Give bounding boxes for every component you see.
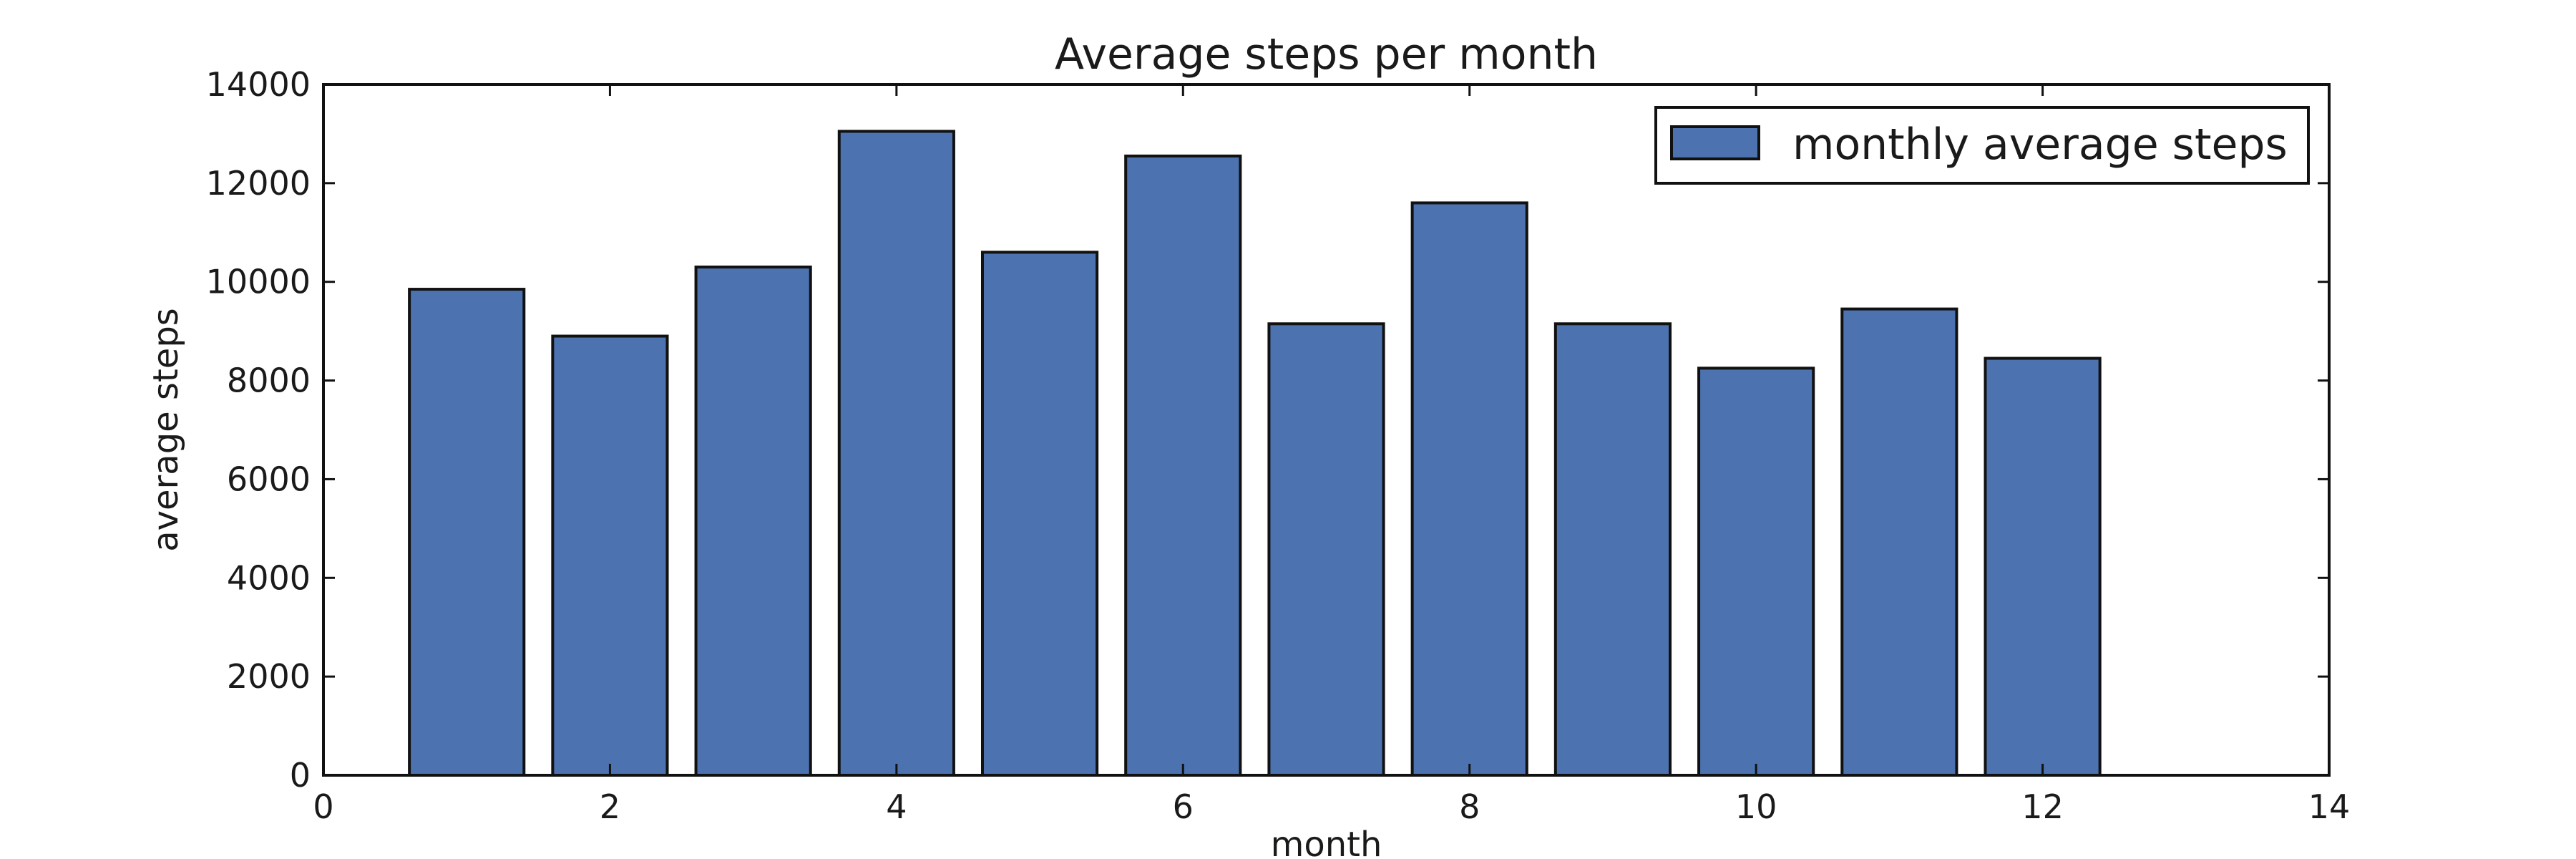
x-tick-label: 12 <box>2021 787 2064 826</box>
x-tick-label: 0 <box>313 787 333 826</box>
legend-box <box>1654 106 2310 185</box>
bar <box>980 251 1099 777</box>
bar <box>1267 322 1385 777</box>
y-tick-label: 8000 <box>227 361 311 400</box>
bar <box>551 334 669 777</box>
y-tick-label: 0 <box>290 756 311 795</box>
bar <box>1410 201 1528 777</box>
x-tick-label: 8 <box>1459 787 1480 826</box>
legend: monthly average steps <box>1654 106 2310 185</box>
x-tick-label: 14 <box>2308 787 2351 826</box>
y-axis-label: average steps <box>146 308 186 552</box>
plot-frame <box>322 83 2331 777</box>
y-tick-label: 6000 <box>227 460 311 498</box>
bar <box>1840 307 1958 777</box>
ticks-group: 0 2 4 6 8 10 12 14 0 2000 4000 6000 8000 10000 12000 14… <box>206 65 2351 826</box>
bar <box>1984 356 2102 777</box>
chart-title: Average steps per month <box>1055 29 1598 79</box>
x-axis-label: month <box>1271 825 1382 859</box>
y-tick-label: 12000 <box>206 164 311 203</box>
y-tick-label: 14000 <box>206 65 311 104</box>
y-tick-label: 2000 <box>227 657 311 696</box>
y-tick-label: 10000 <box>206 263 311 301</box>
x-tick-label: 2 <box>600 787 620 826</box>
bars-group <box>408 130 2102 777</box>
bar <box>837 130 955 777</box>
bar <box>694 266 812 777</box>
legend-label: monthly average steps <box>1792 120 2288 170</box>
bar <box>1697 367 1815 777</box>
x-tick-label: 6 <box>1173 787 1194 826</box>
bar <box>408 288 526 777</box>
bar <box>1124 154 1242 777</box>
x-tick-label: 10 <box>1735 787 1777 826</box>
legend-swatch <box>1670 125 1760 160</box>
x-tick-label: 4 <box>886 787 907 826</box>
bar <box>1553 322 1672 777</box>
y-tick-label: 4000 <box>227 558 311 597</box>
